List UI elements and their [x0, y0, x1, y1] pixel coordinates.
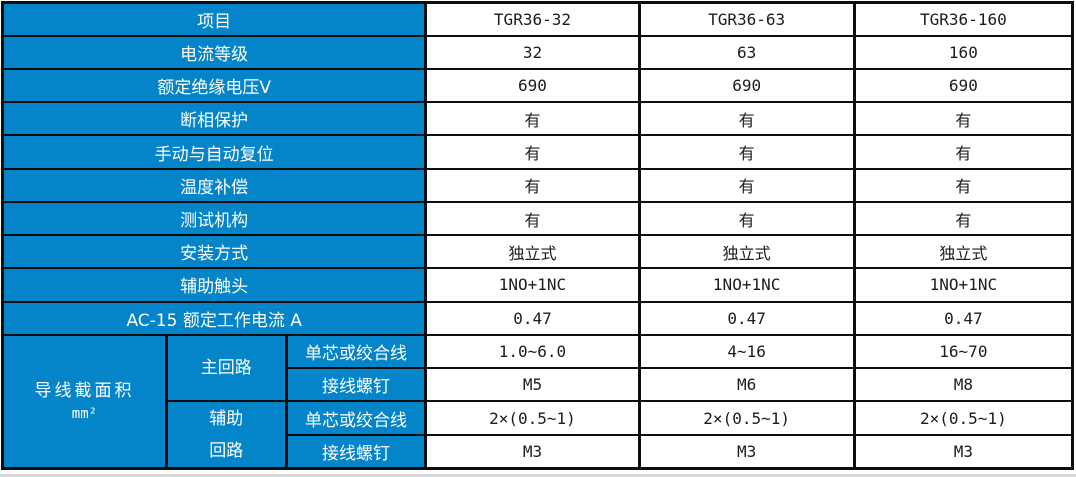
- value-cell: M5: [424, 367, 641, 403]
- value-cell: 有: [637, 200, 856, 237]
- value-cell: 63: [637, 34, 856, 70]
- value-cell: 1NO+1NC: [852, 267, 1075, 303]
- value-cell: 2×(0.5~1): [637, 400, 856, 436]
- wire-group-label: 导线截面积: [34, 381, 135, 402]
- row-label-insulation-voltage: 额定绝缘电压V: [0, 67, 428, 104]
- main-circuit-label: 主回路: [200, 358, 252, 379]
- row-label-aux-screw: 接线螺钉: [284, 433, 428, 470]
- value-cell: 有: [852, 134, 1075, 170]
- row-label-main-wire-type: 单芯或绞合线: [284, 333, 428, 370]
- value-cell: 有: [852, 101, 1075, 137]
- value-cell: 0.47: [424, 300, 641, 336]
- value-cell: 有: [424, 167, 641, 203]
- row-label-ac15-rated-current: AC-15 额定工作电流 A: [0, 300, 428, 336]
- value-cell: 有: [637, 167, 856, 203]
- row-label-temperature-compensation: 温度补偿: [0, 167, 428, 203]
- row-label-current-class: 电流等级: [0, 34, 428, 70]
- value-cell: 1NO+1NC: [637, 267, 856, 303]
- aux-circuit-label-line1: 辅助: [209, 408, 244, 429]
- table-row-main-circuit-wire: 导线截面积 mm² 主回路 单芯或绞合线 1.0~6.0 4~16 16~70: [1, 333, 1075, 470]
- value-cell: 独立式: [637, 234, 856, 270]
- value-cell: 32: [424, 34, 641, 70]
- value-cell: 16~70: [852, 333, 1075, 370]
- value-cell: 有: [637, 134, 856, 170]
- value-cell: M8: [852, 367, 1075, 403]
- row-label-aux-circuit: 辅助 回路: [164, 400, 288, 470]
- row-label-phase-failure-protection: 断相保护: [0, 101, 428, 137]
- value-cell: 1NO+1NC: [424, 267, 641, 303]
- value-cell: 0.47: [852, 300, 1075, 336]
- table-row-aux-circuit-screw: 接线螺钉 M3 M3 M3: [3, 433, 1075, 470]
- table-row-temperature-compensation: 温度补偿 有 有 有: [0, 167, 1075, 203]
- table-row-phase-failure-protection: 断相保护 有 有 有: [0, 101, 1075, 137]
- value-cell: 2×(0.5~1): [852, 400, 1075, 436]
- row-label-main-screw: 接线螺钉: [284, 367, 428, 403]
- table-row-current-class: 电流等级 32 63 160: [0, 34, 1075, 70]
- value-cell: M6: [637, 367, 856, 403]
- value-cell: 独立式: [852, 234, 1075, 270]
- value-cell: M3: [637, 433, 856, 470]
- row-label-wire-cross-section: 导线截面积 mm²: [1, 333, 168, 470]
- value-cell: M3: [852, 433, 1075, 470]
- value-cell: 独立式: [424, 234, 641, 270]
- row-label-reset-mode: 手动与自动复位: [0, 134, 428, 170]
- value-cell: 690: [852, 67, 1075, 104]
- value-cell: 有: [852, 200, 1075, 237]
- row-label-main-circuit: 主回路: [164, 333, 288, 403]
- table-row-main-circuit-screw: 接线螺钉 M5 M6 M8: [3, 367, 1075, 403]
- table-row-reset-mode: 手动与自动复位 有 有 有: [0, 134, 1075, 170]
- value-cell: 4~16: [637, 333, 856, 370]
- table-row-auxiliary-contacts: 辅助触头 1NO+1NC 1NO+1NC 1NO+1NC: [0, 267, 1075, 303]
- row-label-auxiliary-contacts: 辅助触头: [0, 267, 428, 303]
- value-cell: M3: [424, 433, 641, 470]
- value-cell: 有: [637, 101, 856, 137]
- value-cell: 690: [424, 67, 641, 104]
- value-cell: 160: [852, 34, 1075, 70]
- row-label-test-mechanism: 测试机构: [0, 200, 428, 237]
- value-cell: 1.0~6.0: [424, 333, 641, 370]
- column-header-model-3: TGR36-160: [852, 1, 1075, 37]
- table-row-test-mechanism: 测试机构 有 有 有: [0, 200, 1075, 237]
- table-row-ac15-rated-current: AC-15 额定工作电流 A 0.47 0.47 0.47: [0, 300, 1075, 336]
- value-cell: 有: [424, 101, 641, 137]
- value-cell: 2×(0.5~1): [424, 400, 641, 436]
- row-label-mounting-type: 安装方式: [0, 234, 428, 270]
- value-cell: 0.47: [637, 300, 856, 336]
- row-label-item: 项目: [0, 1, 428, 37]
- table-row-insulation-voltage: 额定绝缘电压V 690 690 690: [0, 67, 1075, 104]
- value-cell: 有: [852, 167, 1075, 203]
- table-row-mounting-type: 安装方式 独立式 独立式 独立式: [0, 234, 1075, 270]
- column-header-model-1: TGR36-32: [424, 1, 641, 37]
- value-cell: 有: [424, 134, 641, 170]
- column-header-model-2: TGR36-63: [637, 1, 856, 37]
- aux-circuit-label-line2: 回路: [209, 440, 244, 461]
- table-row-aux-circuit-wire: 辅助 回路 单芯或绞合线 2×(0.5~1) 2×(0.5~1) 2×(0.5~…: [3, 400, 1075, 470]
- row-label-aux-wire-type: 单芯或绞合线: [284, 400, 428, 436]
- value-cell: 有: [424, 200, 641, 237]
- value-cell: 690: [637, 67, 856, 104]
- wire-group-unit: mm²: [71, 406, 98, 423]
- table-row-header: 项目 TGR36-32 TGR36-63 TGR36-160: [0, 1, 1075, 37]
